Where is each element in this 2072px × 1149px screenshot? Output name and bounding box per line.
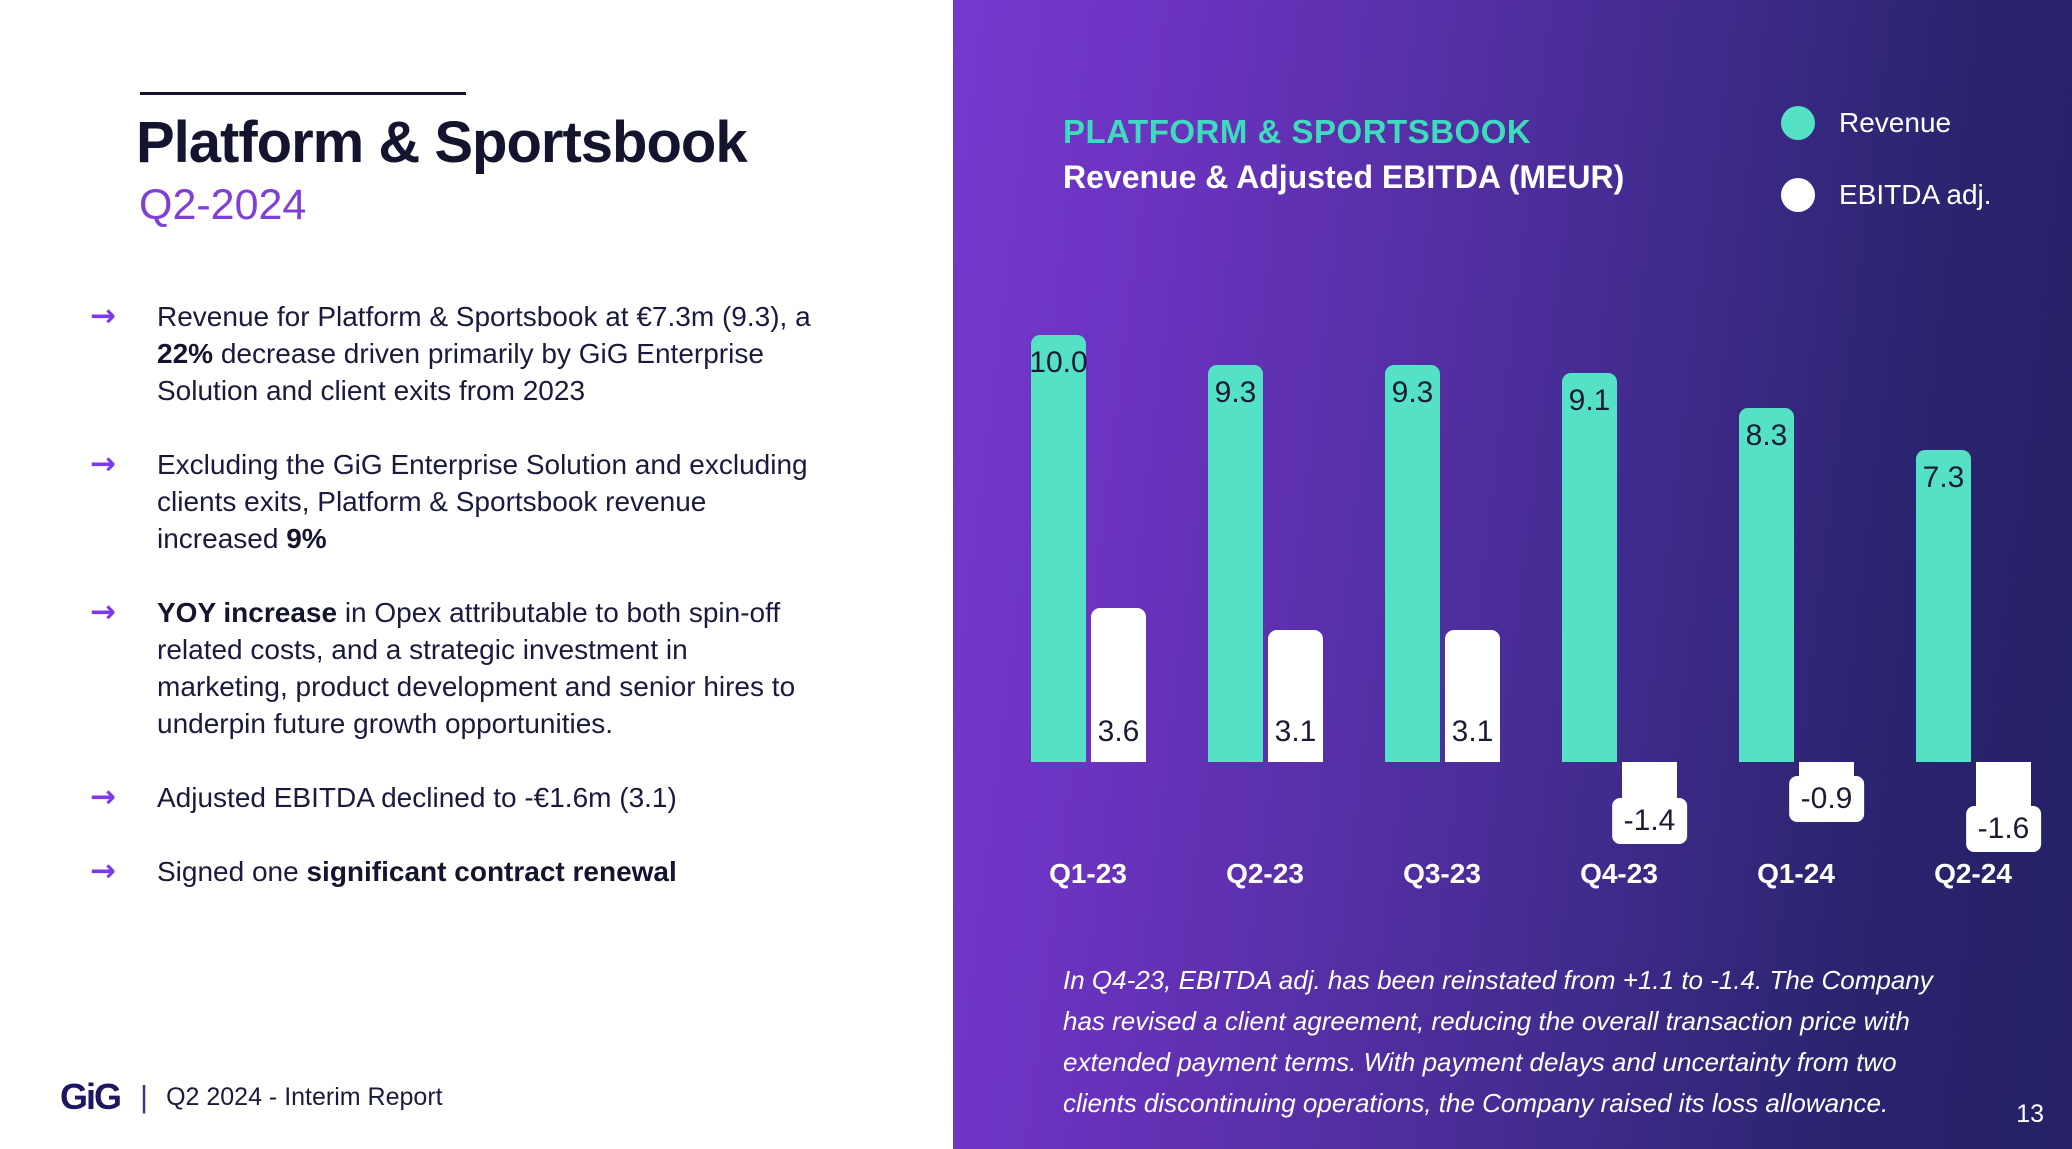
chart-kicker: PLATFORM & SPORTSBOOK bbox=[1063, 113, 1532, 150]
bullet-arrow-icon: → bbox=[90, 594, 116, 630]
x-axis-label: Q3-23 bbox=[1403, 858, 1481, 889]
bullet-text: Excluding the GiG Enterprise Solution an… bbox=[157, 449, 808, 554]
revenue-value-label: 10.0 bbox=[1029, 346, 1088, 379]
revenue-bar bbox=[1916, 450, 1971, 762]
revenue-value-label: 9.1 bbox=[1568, 384, 1611, 418]
footer: GiG | Q2 2024 - Interim Report bbox=[60, 1076, 443, 1118]
ebitda-bar bbox=[1445, 629, 1500, 762]
chart-title: Revenue & Adjusted EBITDA (MEUR) bbox=[1063, 159, 1625, 195]
revenue-bar bbox=[1208, 364, 1263, 762]
revenue-value-label: 9.3 bbox=[1214, 375, 1257, 409]
page-number: 13 bbox=[2016, 1100, 2044, 1128]
chart-footnote: In Q4-23, EBITDA adj. has been reinstate… bbox=[1063, 965, 1933, 1118]
bullet-arrow-icon: → bbox=[90, 446, 116, 482]
ebitda-value-label: 3.6 bbox=[1097, 715, 1140, 748]
x-axis-label: Q1-24 bbox=[1757, 858, 1835, 889]
ebitda-bar bbox=[1268, 629, 1323, 762]
revenue-bar bbox=[1385, 364, 1440, 762]
legend-item-ebitda: EBITDA adj. bbox=[1781, 178, 1992, 212]
revenue-bar bbox=[1562, 373, 1617, 762]
page-subtitle: Q2-2024 bbox=[139, 181, 307, 229]
bullet-list: → Revenue for Platform & Sportsbook at €7… bbox=[90, 298, 870, 927]
bullet-item: → Revenue for Platform & Sportsbook at €7… bbox=[90, 298, 870, 409]
ebitda-swatch-icon bbox=[1781, 178, 1815, 212]
x-axis-label: Q1-23 bbox=[1049, 858, 1127, 889]
legend-label-revenue: Revenue bbox=[1839, 107, 1952, 138]
bullet-item: → Adjusted EBITDA declined to -€1.6m (3.1… bbox=[90, 779, 870, 816]
bullet-item: → Signed one significant contract renewal bbox=[90, 853, 870, 890]
gig-logo: GiG bbox=[60, 1076, 122, 1117]
revenue-swatch-icon bbox=[1781, 106, 1815, 140]
chart-panel: PLATFORM & SPORTSBOOK Revenue & Adjusted… bbox=[953, 0, 2072, 1149]
footer-report-label: Q2 2024 - Interim Report bbox=[166, 1082, 443, 1111]
ebitda-value-label: -1.6 bbox=[1965, 806, 2042, 853]
bullet-text: Adjusted EBITDA declined to -€1.6m (3.1) bbox=[157, 782, 677, 813]
x-axis-label: Q2-23 bbox=[1226, 858, 1304, 889]
revenue-bar bbox=[1739, 407, 1794, 762]
revenue-value-label: 7.3 bbox=[1922, 461, 1965, 495]
legend-label-ebitda: EBITDA adj. bbox=[1839, 179, 1992, 210]
x-axis-label: Q2-24 bbox=[1934, 858, 2012, 889]
chart-legend: Revenue EBITDA adj. bbox=[1781, 106, 1992, 212]
title-rule bbox=[140, 92, 466, 95]
bullet-arrow-icon: → bbox=[90, 779, 116, 815]
bullet-arrow-icon: → bbox=[90, 298, 116, 334]
revenue-bar bbox=[1031, 335, 1086, 762]
bullet-text: Signed one significant contract renewal bbox=[157, 856, 677, 887]
chart-header: PLATFORM & SPORTSBOOK Revenue & Adjusted… bbox=[1063, 112, 1624, 197]
bullet-arrow-icon: → bbox=[90, 853, 116, 889]
ebitda-value-label: 3.1 bbox=[1451, 715, 1494, 748]
ebitda-value-label: -1.4 bbox=[1611, 797, 1688, 844]
bullet-text: YOY increase in Opex attributable to bot… bbox=[157, 597, 796, 739]
revenue-value-label: 8.3 bbox=[1745, 418, 1788, 452]
ebitda-value-label: 3.1 bbox=[1274, 715, 1317, 748]
x-axis-label: Q4-23 bbox=[1580, 858, 1658, 889]
legend-item-revenue: Revenue bbox=[1781, 106, 1992, 140]
ebitda-value-label: -0.9 bbox=[1788, 776, 1865, 823]
bullet-item: → YOY increase in Opex attributable to bo… bbox=[90, 594, 870, 742]
ebitda-bar bbox=[1091, 608, 1146, 762]
bullet-text: Revenue for Platform & Sportsbook at €7.… bbox=[157, 301, 811, 406]
footer-separator: | bbox=[140, 1079, 149, 1114]
revenue-value-label: 9.3 bbox=[1391, 375, 1434, 409]
bullet-item: → Excluding the GiG Enterprise Solution a… bbox=[90, 446, 870, 557]
left-panel: Platform & Sportsbook Q2-2024 → Revenue f… bbox=[0, 0, 953, 1149]
chart-area: 10.0 3.6 Q1-23 9.3 3.1 Q2-23 9.3 3.1 Q3-23 9.1 -1.… bbox=[953, 0, 2072, 1149]
page-title: Platform & Sportsbook bbox=[136, 110, 748, 175]
